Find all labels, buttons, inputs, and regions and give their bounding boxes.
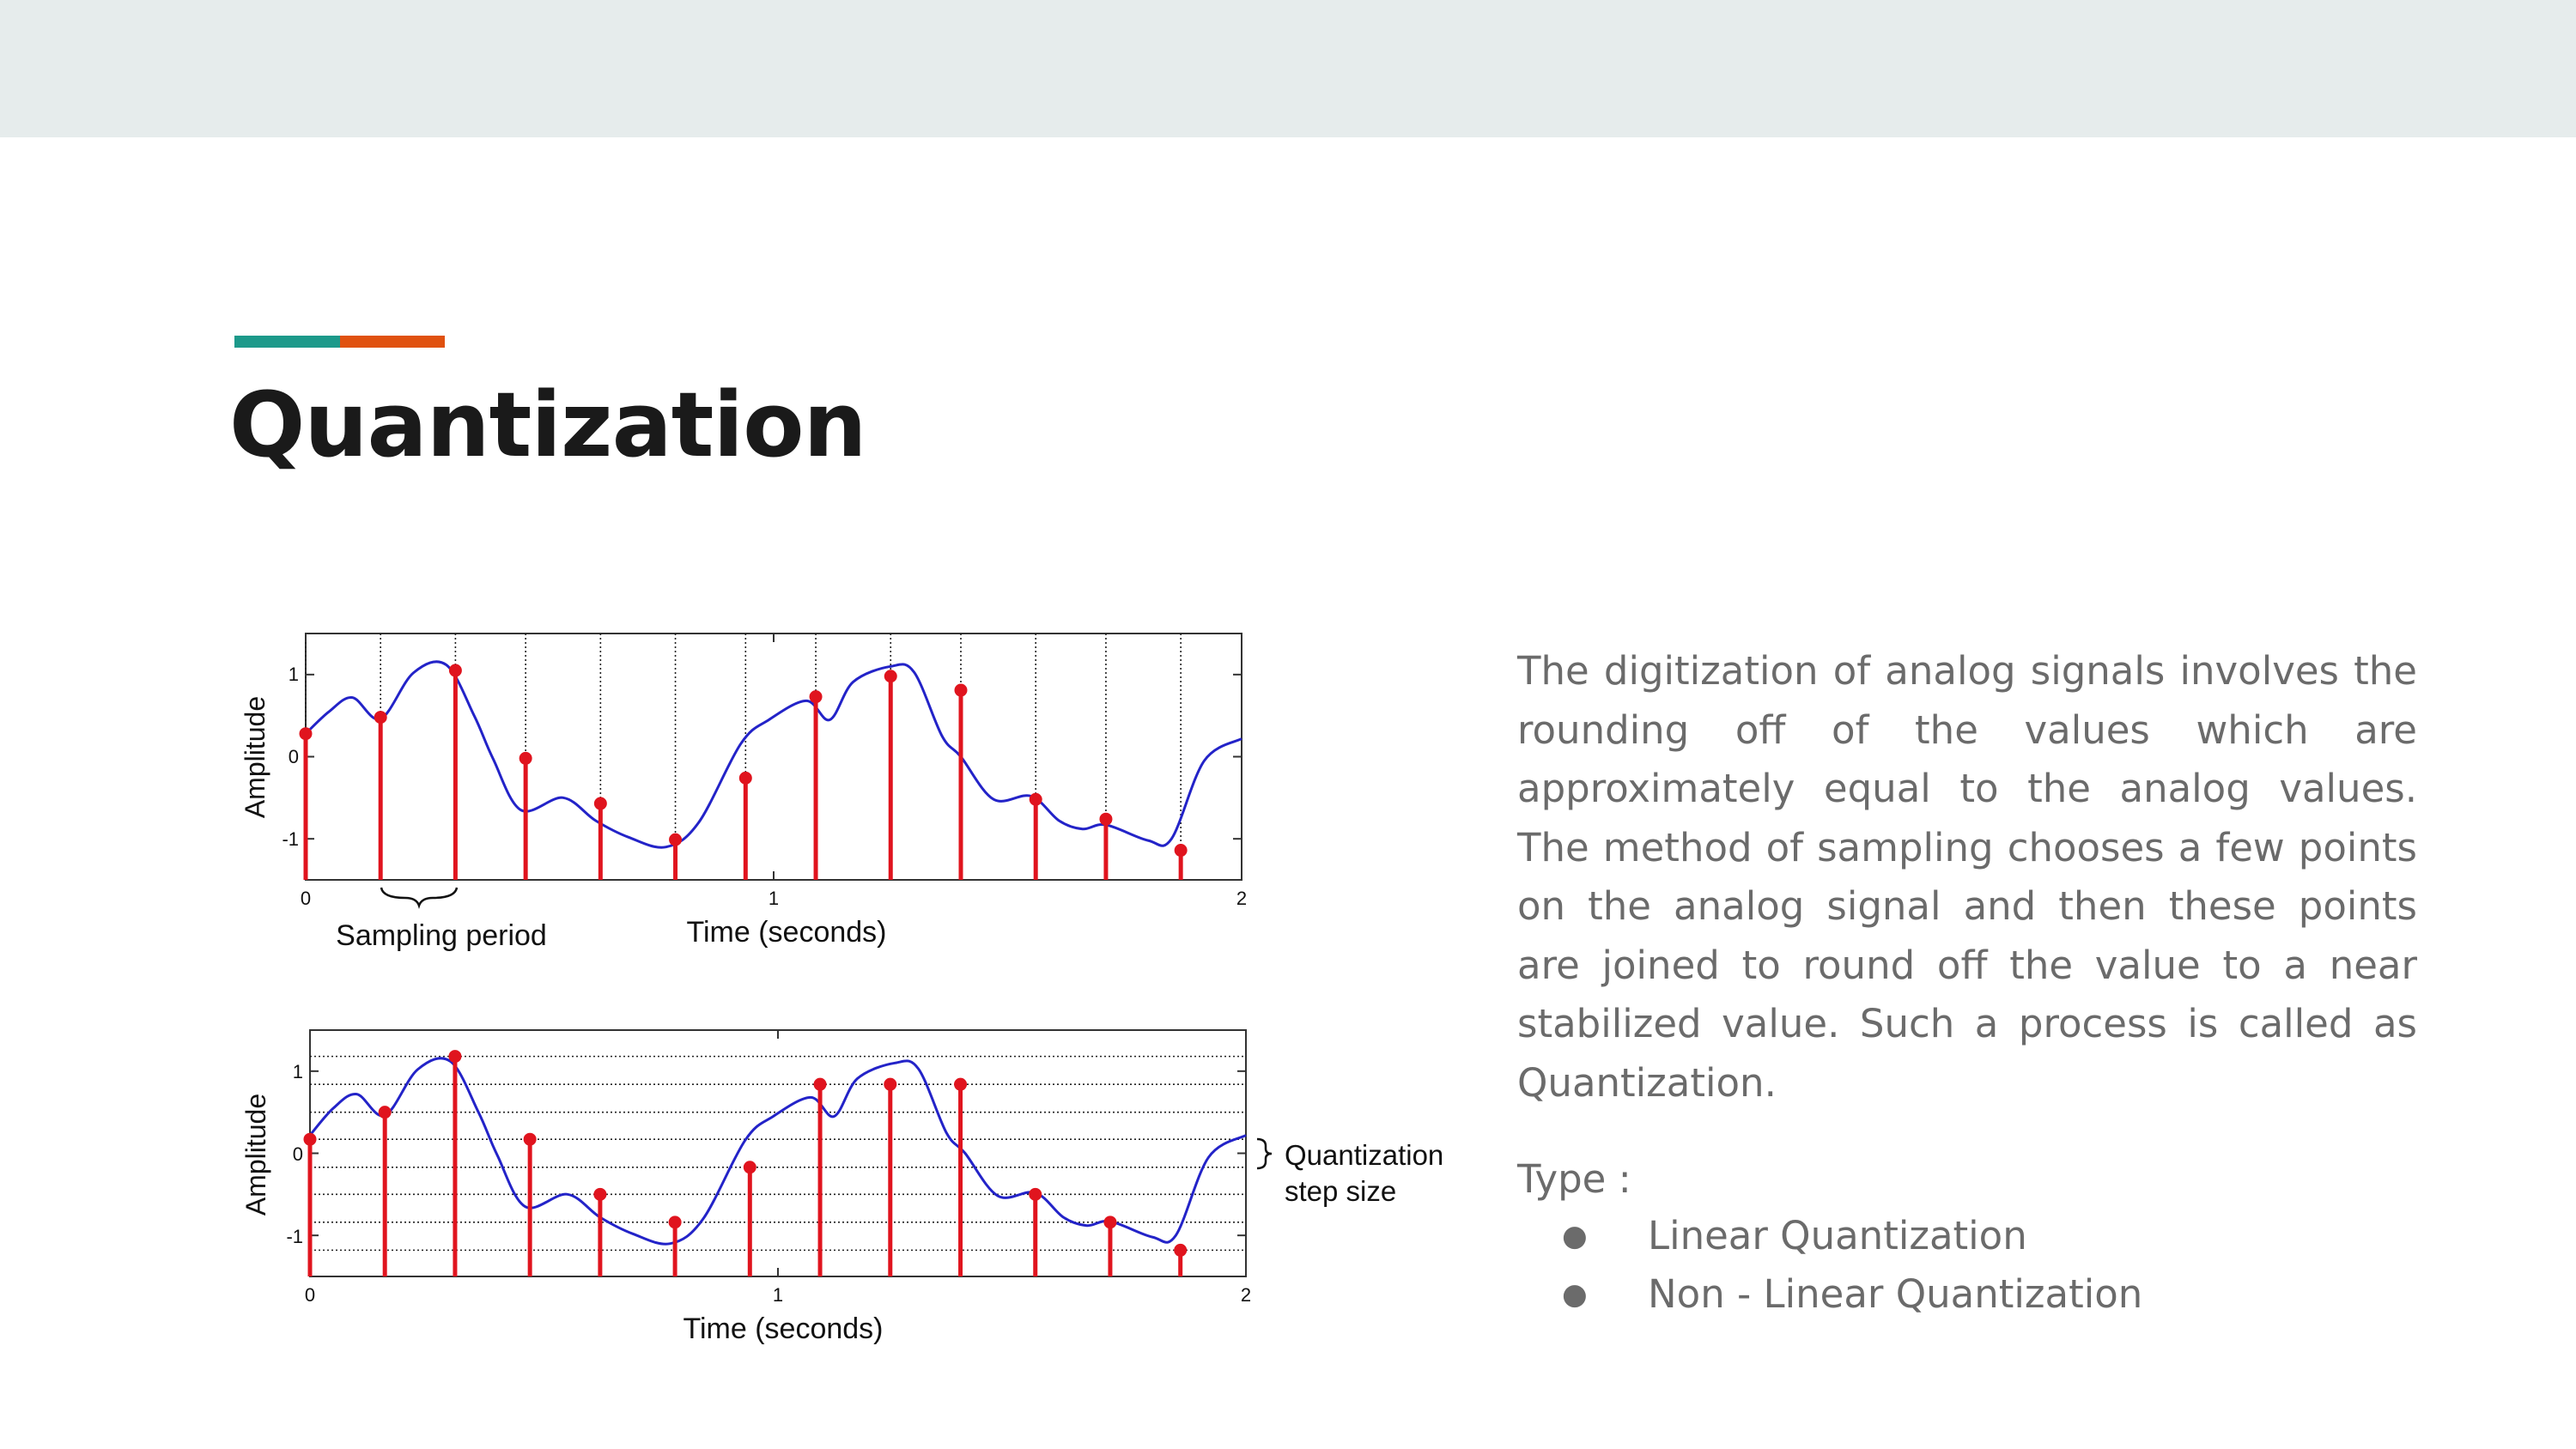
chart1-ylabel: Amplitude — [240, 696, 270, 818]
sample-point — [1099, 812, 1113, 826]
sample-point — [593, 1187, 607, 1201]
sample-point — [809, 690, 823, 704]
sample-point — [519, 751, 532, 765]
sample-point — [1174, 1243, 1188, 1257]
sample-point — [813, 1077, 827, 1091]
slide-title: Quantization — [229, 373, 867, 477]
sample-point — [448, 1050, 462, 1064]
chart1-ytick-0: 0 — [289, 746, 299, 767]
title-accent-teal — [234, 336, 340, 348]
chart1-xtick-1: 1 — [769, 888, 779, 909]
chart2-ytick-neg1: -1 — [286, 1226, 303, 1247]
chart2-signal-line — [308, 1057, 1247, 1246]
sampling-chart: Amplitude 0 1 2 1 0 -1 Sampling period T… — [240, 633, 1247, 952]
sampling-period-brace — [380, 887, 459, 909]
sample-point — [378, 1106, 392, 1119]
chart1-ytick-neg1: -1 — [282, 828, 299, 850]
type-label: Type : — [1517, 1156, 1631, 1202]
sample-point — [1174, 844, 1188, 858]
chart1-xtick-2: 2 — [1236, 888, 1247, 909]
step-size-brace — [1256, 1137, 1273, 1170]
chart1-ytick-1: 1 — [289, 664, 299, 685]
sample-point — [669, 833, 683, 846]
sample-point — [523, 1132, 537, 1146]
sample-point — [668, 1216, 682, 1229]
sample-point — [1029, 1187, 1042, 1201]
chart2-ylabel: Amplitude — [240, 1094, 271, 1216]
chart2-xtick-1: 1 — [773, 1284, 783, 1306]
header-band — [0, 0, 2576, 137]
chart2-ytick-0: 0 — [293, 1143, 303, 1165]
sample-point — [738, 771, 752, 785]
bullet-dot-icon: ● — [1562, 1277, 1588, 1312]
sample-point — [374, 711, 387, 724]
sample-point — [954, 683, 968, 697]
chart2-ytick-1: 1 — [293, 1061, 303, 1082]
sample-point — [743, 1161, 756, 1174]
sample-point — [303, 1132, 317, 1146]
sample-point — [954, 1077, 968, 1091]
sampling-period-label: Sampling period — [336, 919, 547, 952]
quantization-step-label-1: Quantization — [1285, 1139, 1443, 1171]
chart2-frame — [309, 1029, 1247, 1277]
chart1-xlabel: Time (seconds) — [686, 916, 886, 949]
sample-point — [884, 670, 897, 683]
sample-point — [299, 727, 313, 741]
sample-point — [1029, 792, 1042, 806]
chart1-xtick-0: 0 — [301, 888, 311, 909]
sample-point — [593, 797, 607, 810]
chart2-xlabel: Time (seconds) — [683, 1313, 883, 1345]
quantization-step-label-2: step size — [1285, 1175, 1396, 1207]
title-accent-orange — [340, 336, 445, 348]
bullet-dot-icon: ● — [1562, 1219, 1588, 1253]
chart2-xtick-2: 2 — [1241, 1284, 1251, 1306]
sample-point — [884, 1077, 897, 1091]
body-paragraph: The digitization of analog signals invol… — [1517, 648, 2417, 1106]
chart2-xtick-0: 0 — [305, 1284, 315, 1306]
quantization-chart: Amplitude 0 1 2 1 0 -1 Quantization step… — [240, 1029, 1443, 1345]
type-item-nonlinear: Non - Linear Quantization — [1648, 1271, 2143, 1317]
sample-point — [1103, 1216, 1117, 1229]
type-item-linear: Linear Quantization — [1648, 1213, 2027, 1258]
sample-point — [448, 664, 462, 677]
chart1-frame — [305, 633, 1242, 881]
